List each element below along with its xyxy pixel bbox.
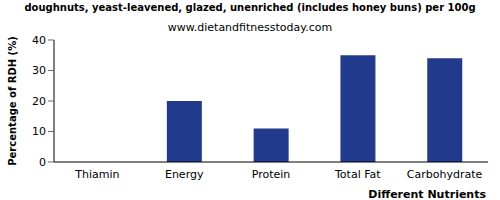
html-text:www.dietandfitnesstoday.com: www.dietandfitnesstoday.com <box>167 21 333 34</box>
html-text:doughnuts, yeast-leavened, gla: doughnuts, yeast-leavened, glazed, unenr… <box>24 2 476 13</box>
svg-text:20: 20 <box>32 95 46 108</box>
svg-text:Energy: Energy <box>165 168 204 181</box>
svg-text:40: 40 <box>32 34 46 47</box>
svg-text:Percentage of RDH (%): Percentage of RDH (%) <box>8 36 18 166</box>
svg-text:Thiamin: Thiamin <box>74 168 119 181</box>
svg-text:30: 30 <box>32 64 46 77</box>
svg-text:0: 0 <box>39 156 46 169</box>
svg-text:10: 10 <box>32 125 46 138</box>
svg-text:Total Fat: Total Fat <box>334 168 381 181</box>
svg-text:Different Nutrients: Different Nutrients <box>368 188 486 200</box>
svg-text:Carbohydrate: Carbohydrate <box>407 168 483 181</box>
svg-text:Protein: Protein <box>252 168 291 181</box>
